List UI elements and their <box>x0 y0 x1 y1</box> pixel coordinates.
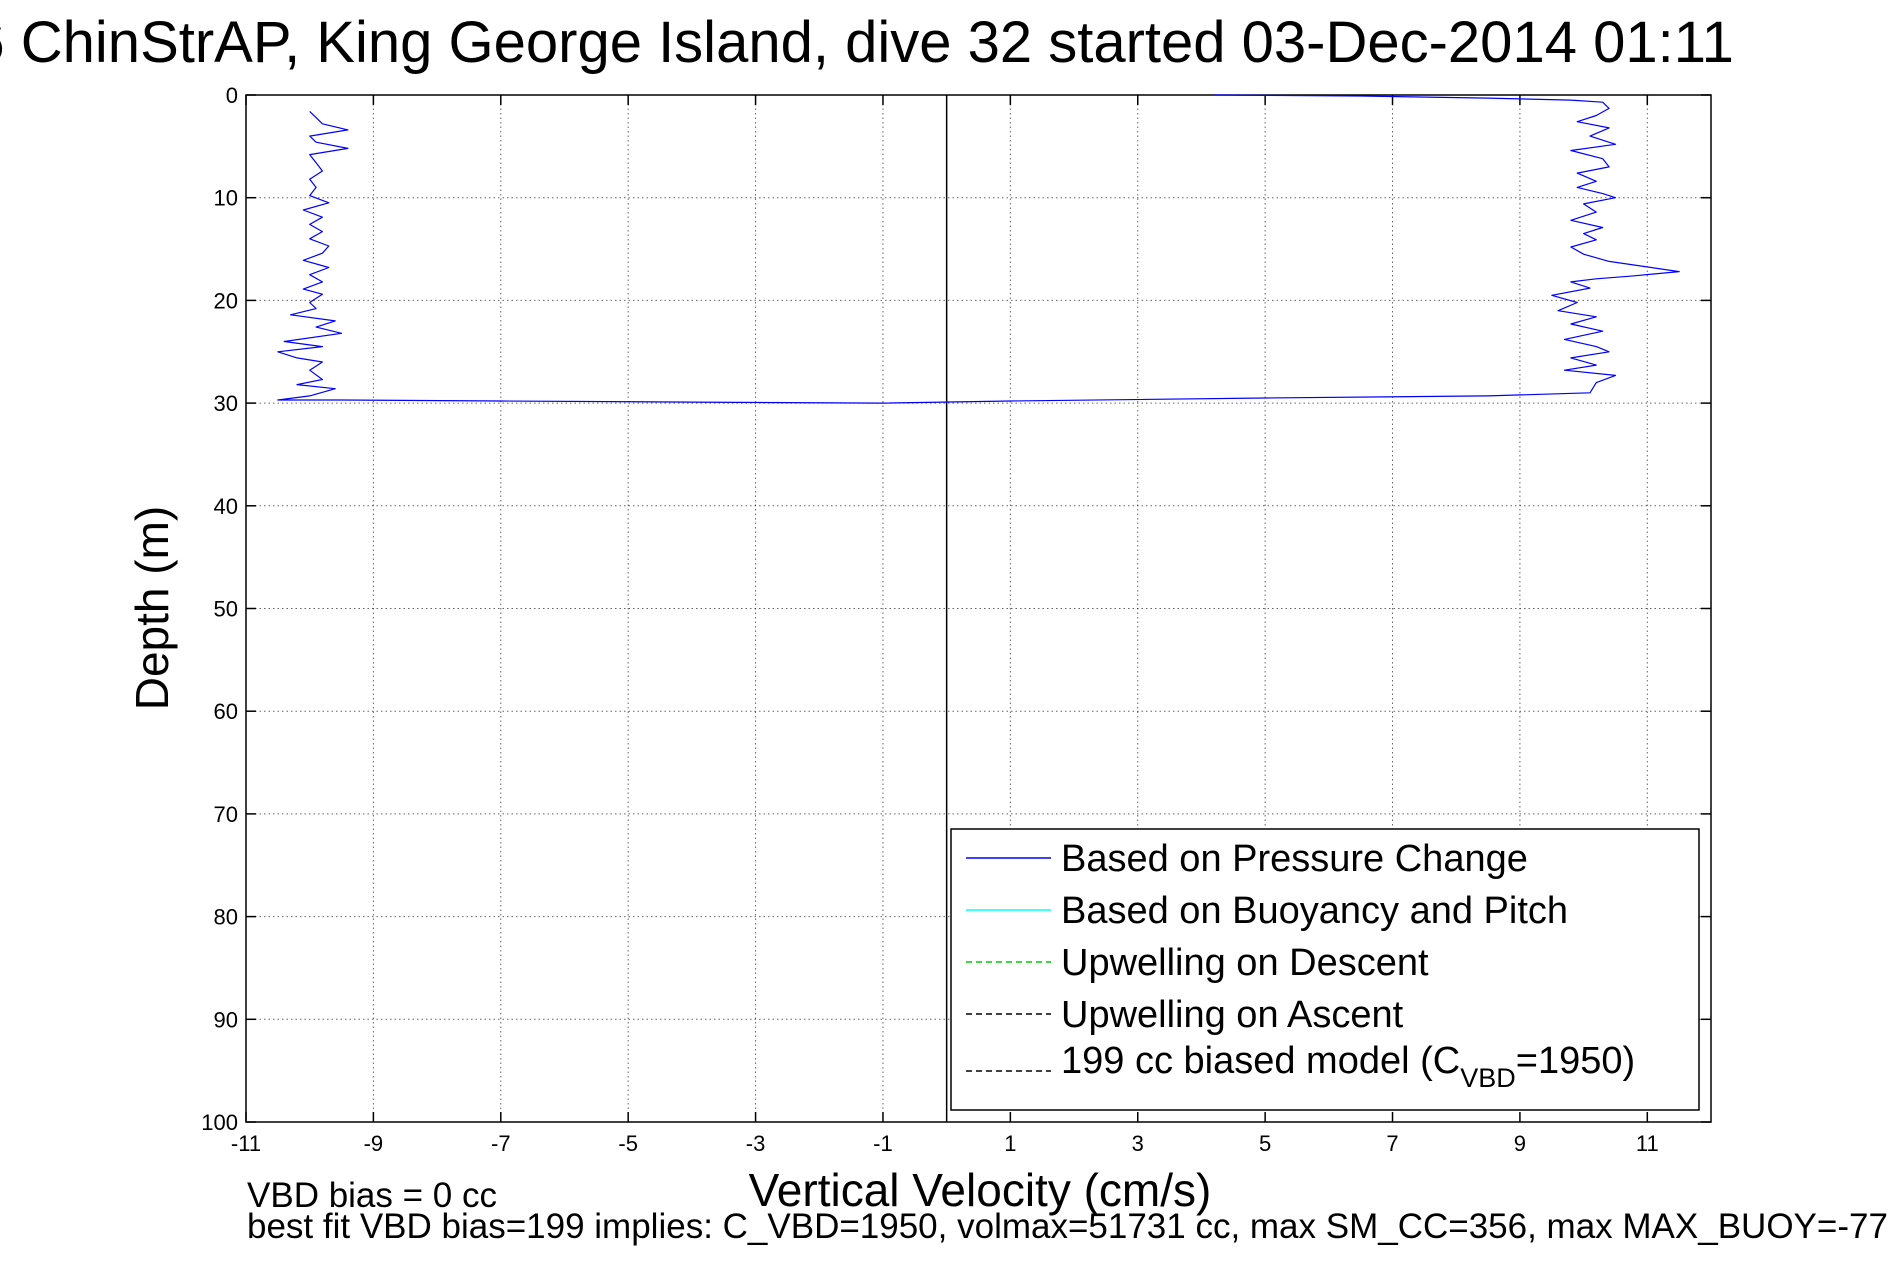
x-tick-label: 7 <box>1386 1131 1398 1156</box>
series-layer <box>277 94 1680 404</box>
x-tick-label: 11 <box>1636 1131 1659 1156</box>
chart-title: SG566 ChinStrAP, King George Island, div… <box>0 10 1734 75</box>
legend-label: Upwelling on Descent <box>1061 942 1429 984</box>
best-fit-note: best fit VBD bias=199 implies: C_VBD=195… <box>247 1207 1888 1246</box>
legend-label-main: 199 cc biased model (C <box>1061 1040 1460 1082</box>
legend-label: Upwelling on Ascent <box>1061 994 1404 1036</box>
x-axis-ticks: -11 -9 -7 -5 -3 -1 1 3 5 7 9 11 <box>231 95 1659 1156</box>
legend-items: Based on Pressure Change Based on Buoyanc… <box>966 838 1635 1093</box>
y-tick-label: 50 <box>214 597 238 622</box>
x-tick-label: 5 <box>1259 1131 1271 1156</box>
y-axis-label: Depth (m) <box>126 506 178 710</box>
x-tick-label: -7 <box>491 1131 511 1156</box>
x-tick-label: -9 <box>364 1131 384 1156</box>
x-tick-label: -1 <box>873 1131 893 1156</box>
x-tick-label: 9 <box>1514 1131 1526 1156</box>
y-tick-label: 20 <box>214 288 238 313</box>
y-tick-label: 40 <box>214 494 238 519</box>
legend: Based on Pressure Change Based on Buoyanc… <box>950 828 1700 1111</box>
legend-box <box>950 828 1700 1111</box>
y-tick-label: 80 <box>214 905 238 930</box>
x-tick-label: -11 <box>231 1131 261 1156</box>
series-line-pressure-change <box>277 94 1680 404</box>
x-axis-label: Vertical Velocity (cm/s) <box>749 1164 1212 1216</box>
x-tick-label: 3 <box>1132 1131 1144 1156</box>
legend-label: Based on Pressure Change <box>1061 838 1528 880</box>
y-tick-label: 0 <box>226 83 238 108</box>
y-tick-label: 100 <box>201 1110 238 1135</box>
legend-label-subscript: VBD <box>1460 1063 1516 1093</box>
y-tick-label: 60 <box>214 699 238 724</box>
legend-label-end: =1950) <box>1516 1040 1635 1082</box>
y-tick-label: 70 <box>214 802 238 827</box>
y-axis-ticks: 0 10 20 30 40 50 60 70 80 90 100 <box>201 83 1711 1135</box>
x-tick-label: 1 <box>1004 1131 1016 1156</box>
legend-label: Based on Buoyancy and Pitch <box>1061 890 1568 932</box>
x-tick-label: -5 <box>618 1131 638 1156</box>
legend-label: 199 cc biased model (CVBD=1950) <box>1061 1040 1635 1093</box>
y-tick-label: 30 <box>214 391 238 416</box>
y-tick-label: 90 <box>214 1007 238 1032</box>
x-tick-label: -3 <box>746 1131 766 1156</box>
y-tick-label: 10 <box>214 186 238 211</box>
vbd-bias-note: VBD bias = 0 cc <box>247 1176 497 1215</box>
